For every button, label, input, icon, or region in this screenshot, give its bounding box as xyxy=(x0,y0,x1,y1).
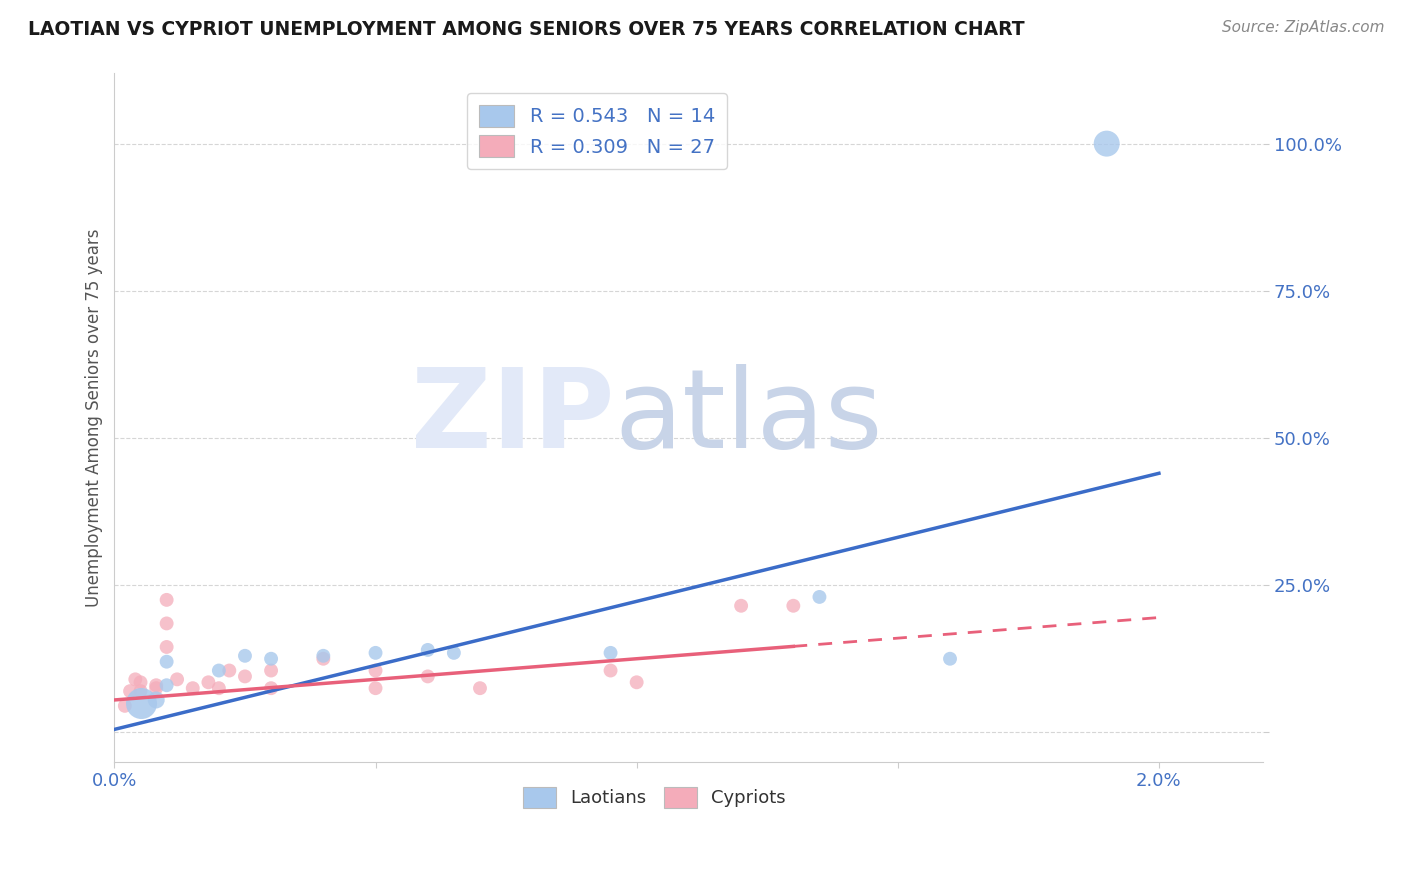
Point xyxy=(443,646,465,660)
Point xyxy=(260,681,283,696)
Point xyxy=(129,684,152,698)
Point xyxy=(626,675,648,690)
Point xyxy=(124,673,146,687)
Point xyxy=(416,669,439,683)
Text: ZIP: ZIP xyxy=(411,364,614,471)
Point xyxy=(730,599,752,613)
Point xyxy=(312,652,335,666)
Point xyxy=(156,593,179,607)
Point xyxy=(364,646,387,660)
Point xyxy=(129,675,152,690)
Point xyxy=(218,664,240,678)
Point xyxy=(145,678,167,692)
Point xyxy=(208,664,231,678)
Point xyxy=(129,696,152,710)
Point xyxy=(156,640,179,654)
Point xyxy=(120,684,142,698)
Legend: Laotians, Cypriots: Laotians, Cypriots xyxy=(516,780,793,814)
Point xyxy=(599,646,621,660)
Text: atlas: atlas xyxy=(614,364,883,471)
Point xyxy=(208,681,231,696)
Point xyxy=(364,664,387,678)
Point xyxy=(416,643,439,657)
Point xyxy=(145,693,167,707)
Point xyxy=(599,664,621,678)
Point xyxy=(233,648,256,663)
Point xyxy=(939,652,962,666)
Point xyxy=(156,655,179,669)
Point xyxy=(1095,136,1118,151)
Point xyxy=(197,675,219,690)
Point xyxy=(312,648,335,663)
Point xyxy=(156,678,179,692)
Point xyxy=(181,681,204,696)
Point xyxy=(782,599,804,613)
Point xyxy=(145,681,167,696)
Point xyxy=(114,698,136,713)
Point xyxy=(468,681,491,696)
Point xyxy=(166,673,188,687)
Text: LAOTIAN VS CYPRIOT UNEMPLOYMENT AMONG SENIORS OVER 75 YEARS CORRELATION CHART: LAOTIAN VS CYPRIOT UNEMPLOYMENT AMONG SE… xyxy=(28,20,1025,38)
Point xyxy=(364,681,387,696)
Y-axis label: Unemployment Among Seniors over 75 years: Unemployment Among Seniors over 75 years xyxy=(86,228,103,607)
Point xyxy=(808,590,831,604)
Point xyxy=(260,664,283,678)
Point xyxy=(156,616,179,631)
Text: Source: ZipAtlas.com: Source: ZipAtlas.com xyxy=(1222,20,1385,35)
Point xyxy=(233,669,256,683)
Point xyxy=(260,652,283,666)
